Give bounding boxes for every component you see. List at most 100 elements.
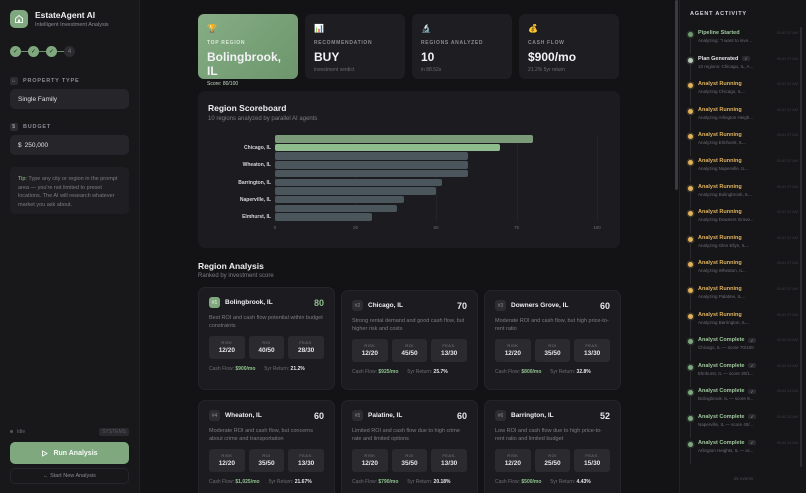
bar[interactable] [275,213,372,221]
card-footer: Cash Flow: $790/mo 5yr Return: 20.18% [352,479,467,485]
activity-detail: Naperville, IL — score 40/... [698,421,754,427]
activity-title: AGENT ACTIVITY [690,11,747,17]
sidebar: EstateAgent AI Intelligent Investment An… [0,0,140,493]
activity-item: Analyst Running Analyzing Downers Grove..… [688,209,798,235]
activity-name: Analyst Complete ✓ [698,413,756,420]
feasibility-metric: FEAS. 13/30 [288,449,325,472]
property-type-select[interactable]: Single Family [10,89,129,109]
step-1-check-icon: ✓ [10,46,21,57]
activity-item: Analyst Complete ✓ Chicago, IL — score 70/… [688,337,798,363]
money-bag-icon: 💰 [528,24,538,33]
region-description: Strong rental demand and good cash flow,… [352,318,465,332]
activity-timestamp: 05:41:37 AM [776,56,798,61]
region-card[interactable]: #5 Palatine, IL 60 Limited ROI and cash flo… [341,400,478,493]
activity-item: Analyst Running Analyzing Bolingbrook, IL… [688,184,798,210]
activity-timestamp: 05:42:26 AM [776,338,798,343]
y-axis-label: Wheaton, IL [242,162,271,169]
card-footer: Cash Flow: $900/mo 5yr Return: 21.2% [209,366,324,372]
bar[interactable] [275,204,398,213]
main-scrollbar[interactable] [675,0,678,190]
timeline-connector [690,294,691,310]
x-axis-tick: 100 [593,225,601,230]
feasibility-metric: FEAS. 13/30 [574,339,611,362]
status-indicator: Idle [10,429,25,435]
activity-item: Plan Generated ✓ 10 regions: Chicago, IL, … [688,56,798,82]
status-dot-icon [688,262,693,268]
activity-name: Analyst Running [698,209,742,216]
activity-scrollbar[interactable] [800,27,802,467]
region-score: 60 [456,410,467,421]
region-score: 60 [313,410,324,421]
status-dot-icon [688,415,693,421]
agent-activity-panel: AGENT ACTIVITY Pipeline Started Analyzing… [679,0,806,493]
microscope-icon: 🔬 [421,24,431,33]
metrics-row: RISK 12/20 ROI 35/50 FEAS. 13/30 [209,449,325,472]
start-new-analysis-button[interactable]: ← Start New Analysis [10,468,129,484]
timeline-connector [690,115,691,131]
metrics-row: RISK 12/20 ROI 35/50 FEAS. 13/30 [352,449,468,472]
region-card[interactable]: #1 Bolingbrook, IL 80 Best ROI and cash flo… [198,287,335,390]
activity-item: Analyst Complete ✓ Bolingbrook, IL — score… [688,388,798,414]
status-dot-icon [688,364,693,370]
activity-item: Pipeline Started Analyzing: "I want to in… [688,30,798,56]
run-analysis-button[interactable]: Run Analysis [10,442,129,464]
activity-detail: Analyzing Arlington Heigh... [698,114,754,120]
home-icon: ⌂ [10,77,18,85]
status-dot-icon [10,430,13,433]
bar[interactable] [275,195,404,204]
status-dot-icon [688,211,693,217]
timeline-connector [690,141,691,157]
check-icon: ✓ [748,414,756,420]
activity-name: Analyst Running [698,106,742,113]
timeline-connector [690,397,691,413]
region-description: Low ROI and cash flow due to high price-… [495,428,603,442]
card-header: #2 Chicago, IL 70 [352,300,467,311]
bar[interactable] [275,178,443,186]
card-footer: Cash Flow: $1,025/mo 5yr Return: 21.67% [209,479,324,485]
region-scoreboard-card: Region Scoreboard 10 regions analyzed by… [198,91,620,248]
y-axis-label: Naperville, IL [239,196,271,203]
kpi-regions-analyzed: 🔬 REGIONS ANALYZED 10 in 88.52s [412,14,512,79]
step-2-check-icon: ✓ [28,46,39,57]
region-card[interactable]: #2 Chicago, IL 70 Strong rental demand and … [341,290,478,390]
grid-line [516,135,518,222]
budget-input[interactable]: $ 250,000 [10,135,129,155]
activity-detail: Analyzing Bolingbrook, IL... [698,191,753,197]
activity-list: Pipeline Started Analyzing: "I want to in… [688,30,798,465]
timeline-connector [690,320,691,336]
timeline-connector [690,243,691,259]
bar[interactable] [275,169,469,178]
app-subtitle: Intelligent Investment Analysis [35,22,109,28]
bar[interactable] [275,143,501,152]
region-card[interactable]: #3 Downers Grove, IL 60 Moderate ROI and ca… [484,290,621,390]
status-row: Idle SYSTEMS [10,428,129,436]
brand: EstateAgent AI Intelligent Investment An… [10,10,109,28]
activity-detail: Analyzing Downers Grove... [698,217,754,223]
activity-name: Analyst Running [698,260,742,267]
card-footer: Cash Flow: $800/mo 5yr Return: 32.8% [495,369,610,375]
timeline-connector [690,64,691,80]
bar[interactable] [275,135,533,143]
check-icon: ✓ [748,337,756,343]
activity-name: Analyst Complete ✓ [698,388,756,395]
activity-item: Analyst Running Analyzing Elmhurst, IL...… [688,132,798,158]
bar[interactable] [275,152,469,160]
status-dot-icon [688,57,693,63]
property-type-label: ⌂ PROPERTY TYPE [10,77,79,85]
timeline-connector [690,346,691,362]
bar[interactable] [275,161,469,169]
chart-icon: 📊 [314,24,324,33]
region-card[interactable]: #6 Barrington, IL 52 Low ROI and cash flow … [484,400,621,493]
activity-item: Analyst Running Analyzing Barrington, IL.… [688,312,798,338]
activity-item: Analyst Running Analyzing Arlington Heigh… [688,107,798,133]
x-axis-tick: 25 [352,225,359,230]
feasibility-metric: FEAS. 28/30 [288,336,325,359]
bar[interactable] [275,187,436,195]
activity-item: Analyst Complete ✓ Naperville, IL — score … [688,414,798,440]
activity-timestamp: 05:41:37 AM [776,286,798,291]
region-name: Wheaton, IL [225,412,262,419]
status-dot-icon [688,108,693,114]
activity-item: Analyst Running Analyzing Wheaton, IL... 0… [688,260,798,286]
region-card[interactable]: #4 Wheaton, IL 60 Moderate ROI and cash flo… [198,400,335,493]
region-score: 52 [599,410,610,421]
